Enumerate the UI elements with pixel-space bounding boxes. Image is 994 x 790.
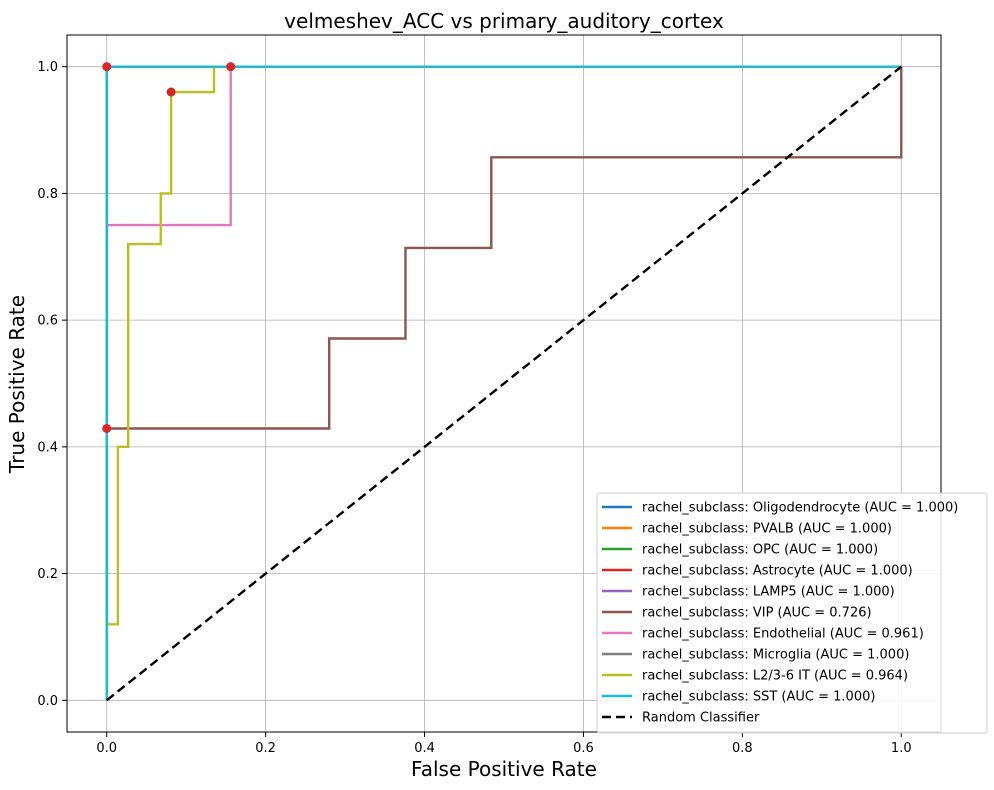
legend-label-10: Random Classifier [642,711,760,726]
plot-frame [66,34,942,733]
x-tick-label: 0.8 [732,741,753,756]
x-tick-label: 0.4 [414,741,435,756]
grid [67,35,941,732]
series-line-10 [105,65,903,702]
legend-label-3: rachel_subclass: Astrocyte (AUC = 1.000) [642,564,913,579]
legend: rachel_subclass: Oligodendrocyte (AUC = … [596,492,988,734]
legend-items: rachel_subclass: Oligodendrocyte (AUC = … [602,501,958,726]
x-tick-label: 0.0 [96,741,117,756]
legend-label-6: rachel_subclass: Endothelial (AUC = 0.96… [642,627,924,642]
y-axis-label: True Positive Rate [5,295,29,474]
series-line-5 [105,66,903,701]
legend-frame [596,492,988,734]
x-tick-label: 0.6 [573,741,594,756]
legend-label-2: rachel_subclass: OPC (AUC = 1.000) [642,543,878,558]
y-tick-label: 0.8 [37,187,58,202]
legend-label-9: rachel_subclass: SST (AUC = 1.000) [642,690,875,705]
threshold-marker-1 [166,87,176,97]
legend-label-1: rachel_subclass: PVALB (AUC = 1.000) [642,522,892,537]
legend-label-4: rachel_subclass: LAMP5 (AUC = 1.000) [642,585,895,600]
y-tick-label: 0.4 [37,440,58,455]
y-tick-label: 0.6 [37,314,58,329]
legend-label-0: rachel_subclass: Oligodendrocyte (AUC = … [642,501,958,516]
threshold-marker-2 [226,62,236,72]
legend-label-7: rachel_subclass: Microglia (AUC = 1.000) [642,648,909,663]
threshold-marker-3 [102,423,112,433]
y-tick-label: 0.0 [37,694,58,709]
x-tick-label: 0.2 [255,741,276,756]
y-tick-label: 1.0 [37,60,58,75]
x-axis-label: False Positive Rate [411,757,597,781]
marker-layer [102,62,236,433]
legend-label-5: rachel_subclass: VIP (AUC = 0.726) [642,606,872,621]
threshold-marker-0 [102,62,112,72]
x-tick-label: 1.0 [891,741,912,756]
series-line-8 [105,65,902,701]
y-tick-label: 0.2 [37,567,58,582]
tick-layer: 0.0 0.2 0.4 0.6 0.8 1.0 0.0 0.2 0.4 0.6 0.8 1.0 [37,60,911,756]
legend-label-8: rachel_subclass: L2/3-6 IT (AUC = 0.964) [642,669,908,684]
chart-title: velmeshev_ACC vs primary_auditory_cortex [284,9,724,33]
